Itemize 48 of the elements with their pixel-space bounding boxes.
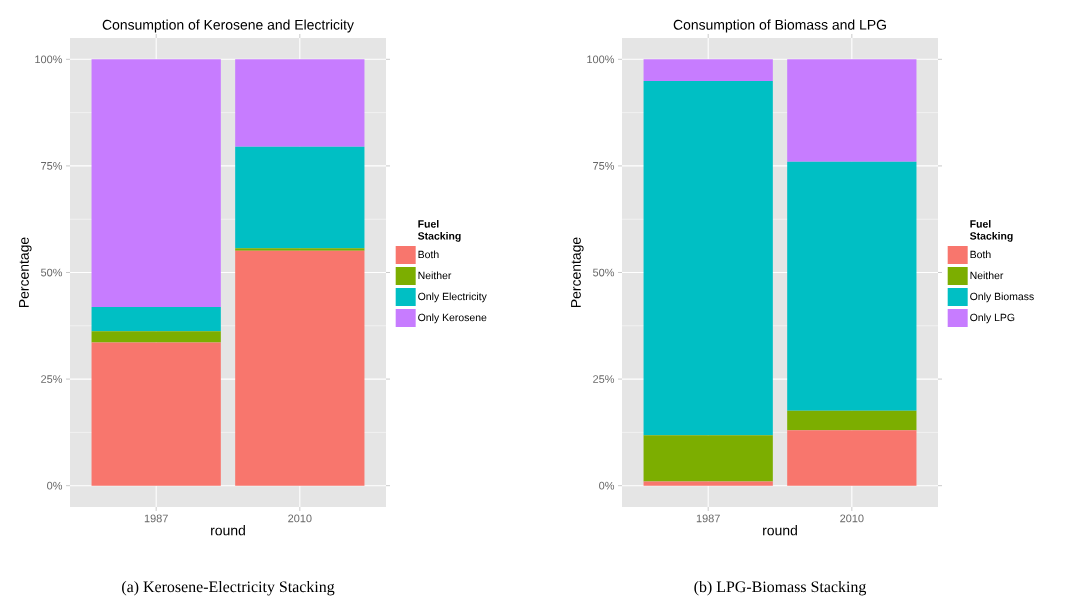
legend-label: Both xyxy=(418,250,439,259)
bar xyxy=(91,331,221,343)
chart-title: Consumption of Biomass and LPG xyxy=(673,19,886,33)
legend-label: Neither xyxy=(418,271,452,280)
bar xyxy=(787,410,917,431)
y-tick-label: 100% xyxy=(587,55,615,64)
y-tick-label: 0% xyxy=(47,481,63,490)
y-tick-label: 100% xyxy=(35,55,63,64)
y-axis-title: Percentage xyxy=(571,237,584,308)
y-tick-label: 0% xyxy=(599,481,615,490)
x-tick-label: 1987 xyxy=(696,514,720,523)
y-tick-label: 25% xyxy=(593,375,615,383)
x-axis-title: round xyxy=(211,525,245,536)
bar xyxy=(787,59,917,162)
text: (b) LPG-Biomass Stacking xyxy=(694,580,867,596)
bar xyxy=(235,250,365,486)
y-tick-label: 50% xyxy=(40,268,63,277)
y-tick-label: 25% xyxy=(41,375,63,383)
legend-label: Only Electricity xyxy=(418,292,487,303)
bar xyxy=(235,146,365,249)
bar xyxy=(235,248,365,251)
bar xyxy=(235,59,365,147)
bar xyxy=(91,342,221,486)
legend-label: Only Kerosene xyxy=(418,313,487,324)
y-axis-title: Percentage xyxy=(19,237,32,308)
y-tick-label: 50% xyxy=(592,268,615,277)
legend-label: Neither xyxy=(970,271,1004,280)
bar xyxy=(643,481,773,486)
legend-label: Both xyxy=(970,250,991,259)
bar xyxy=(643,435,773,482)
x-tick-label: 2010 xyxy=(840,514,864,523)
legend-label: Only Biomass xyxy=(970,292,1034,303)
bar xyxy=(787,430,917,486)
bar xyxy=(643,59,773,82)
x-tick-label: 2010 xyxy=(288,514,312,523)
y-tick-label: 75% xyxy=(593,162,615,170)
x-axis-title: round xyxy=(763,525,797,536)
legend-title: Fuel Stacking xyxy=(417,219,461,242)
bar xyxy=(91,59,221,308)
x-tick-label: 1987 xyxy=(144,514,168,523)
bar xyxy=(787,161,917,411)
legend-title: Fuel Stacking xyxy=(969,219,1013,242)
legend-label: Only LPG xyxy=(970,313,1015,324)
chart-title: Consumption of Kerosene and Electricity xyxy=(102,19,354,33)
y-tick-label: 75% xyxy=(41,162,63,170)
text: (a) Kerosene-Electricity Stacking xyxy=(122,580,335,596)
bar xyxy=(91,307,221,332)
bar xyxy=(643,81,773,436)
